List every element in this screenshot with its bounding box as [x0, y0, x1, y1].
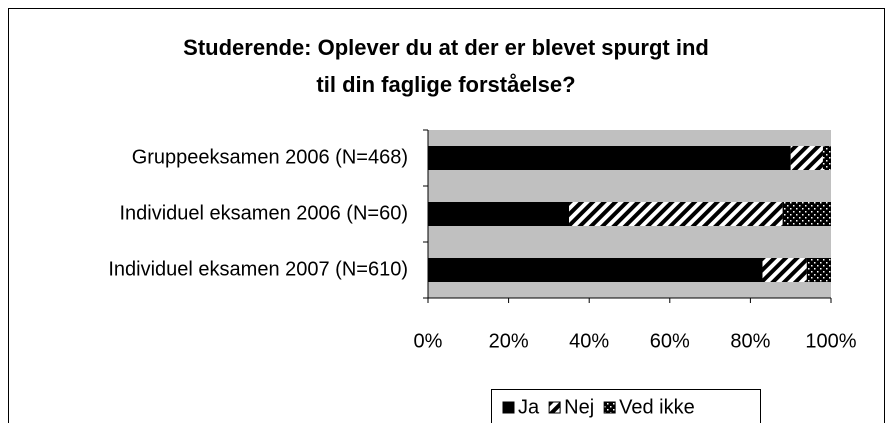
y-tick-label: Individuel eksamen 2006 (N=60): [119, 202, 408, 224]
bar-segment: [790, 146, 823, 170]
bar-segment: [782, 202, 831, 226]
legend-swatch: [502, 401, 515, 414]
bar-segment: [428, 146, 791, 170]
y-tick-label: Gruppeeksamen 2006 (N=468): [132, 146, 408, 168]
legend-swatch: [603, 401, 616, 414]
bar-segment: [806, 258, 831, 282]
x-tick-label: 80%: [730, 330, 770, 352]
x-tick-label: 40%: [569, 330, 609, 352]
bar-segment: [762, 258, 807, 282]
y-tick-label: Individuel eksamen 2007 (N=610): [108, 258, 408, 280]
x-tick-label: 20%: [489, 330, 529, 352]
legend-swatch: [548, 401, 561, 414]
bar-segment: [822, 146, 831, 170]
chart-title: Studerende: Oplever du at der er blevet …: [183, 35, 709, 60]
legend-label: Ved ikke: [619, 396, 695, 418]
x-tick-label: 0%: [414, 330, 443, 352]
chart-title: til din faglige forståelse?: [316, 72, 575, 97]
legend-box: [491, 389, 761, 423]
x-tick-label: 100%: [805, 330, 856, 352]
chart-border: [8, 8, 885, 423]
x-tick-label: 60%: [650, 330, 690, 352]
bar-segment: [428, 202, 570, 226]
legend-label: Ja: [518, 396, 540, 418]
bar-segment: [428, 258, 763, 282]
legend-label: Nej: [564, 396, 594, 418]
bar-segment: [569, 202, 783, 226]
